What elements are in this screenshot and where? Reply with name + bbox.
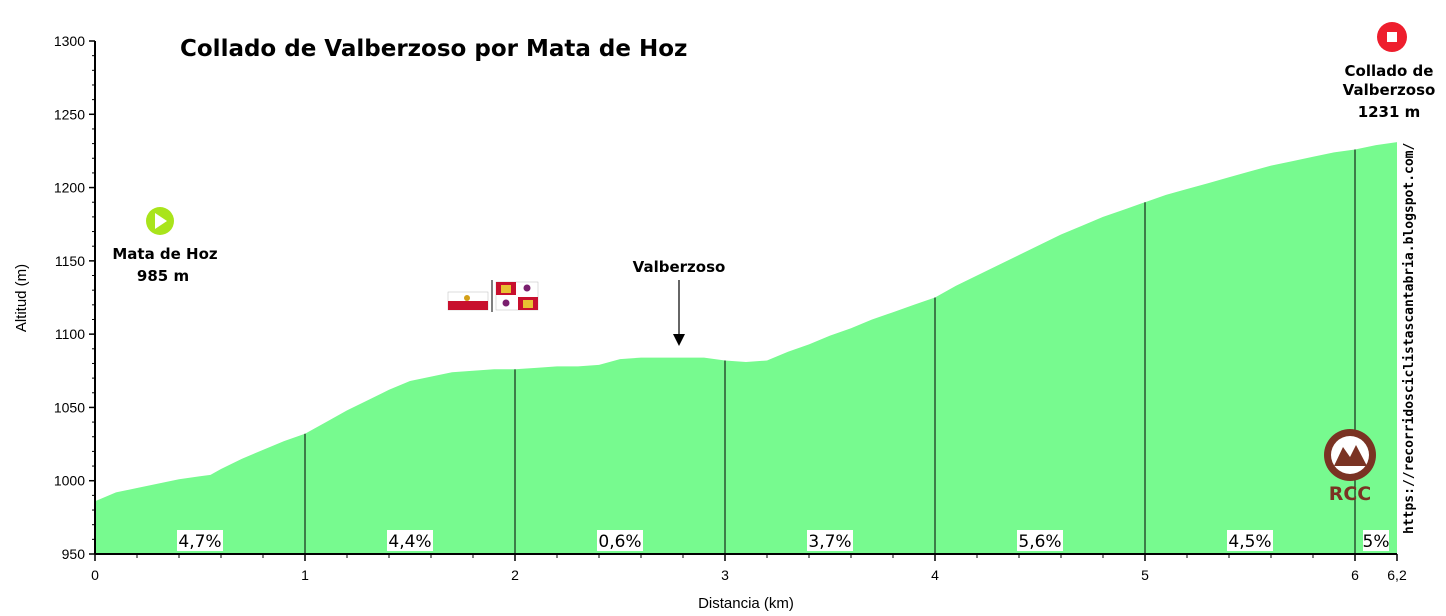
end-stop-square	[1387, 32, 1397, 42]
region-flags-icon	[447, 280, 539, 312]
gradient-label-2: 4,4%	[388, 532, 431, 552]
x-axis-title: Distancia (km)	[698, 595, 794, 612]
blog-url: https://recorridosciclistascantabria.blo…	[1402, 142, 1417, 534]
castile-lion-2	[502, 299, 510, 307]
x-tick-label-6: 6	[1351, 567, 1359, 583]
x-tick-label-2: 2	[511, 567, 519, 583]
gradient-label-bg-6	[1227, 530, 1273, 551]
plot-area: 4,7% 4,4% 0,6% 3,7% 5,6% 4,5% 5%	[95, 142, 1397, 554]
gradient-label-bg-2	[387, 530, 433, 551]
castile-castle-4	[523, 300, 533, 308]
y-tick-label-1000: 1000	[54, 473, 85, 489]
axes: 950 1000 1050 1100 1150 1200 1250 1300 0 1 2 3 4 5 6 6,…	[54, 33, 1407, 583]
elevation-area	[95, 142, 1397, 554]
y-tick-label-1200: 1200	[54, 180, 85, 196]
y-tick-label-950: 950	[62, 546, 86, 562]
gradient-label-3: 0,6%	[598, 532, 641, 552]
gradient-label-bg-5	[1017, 530, 1063, 551]
x-tick-label-5: 5	[1141, 567, 1149, 583]
gradient-label-bg-3	[597, 530, 643, 551]
gradient-label-bg-7	[1363, 530, 1389, 551]
end-name-line2: Valberzoso	[1343, 81, 1436, 99]
gradient-label-4: 3,7%	[808, 532, 851, 552]
castile-castle-1	[501, 285, 511, 293]
gradient-label-bg-4	[807, 530, 853, 551]
y-tick-label-1050: 1050	[54, 399, 85, 415]
cantabria-flag-shield	[464, 295, 470, 301]
waypoint-label: Valberzoso	[633, 258, 726, 276]
x-tick-label-7: 6,2	[1387, 567, 1407, 583]
rcc-logo-inner	[1331, 436, 1369, 474]
x-tick-label-1: 1	[301, 567, 309, 583]
gradient-label-1: 4,7%	[178, 532, 221, 552]
x-tick-label-3: 3	[721, 567, 729, 583]
rcc-logo-text: RCC	[1329, 483, 1372, 505]
waypoint-annotation: Valberzoso	[633, 258, 726, 346]
gradient-label-6: 4,5%	[1228, 532, 1271, 552]
y-tick-label-1250: 1250	[54, 106, 85, 122]
start-play-triangle	[155, 213, 167, 229]
rcc-logo-mountains	[1334, 445, 1367, 466]
y-tick-label-1300: 1300	[54, 33, 85, 49]
y-tick-label-1150: 1150	[55, 253, 85, 269]
rcc-logo-icon: RCC	[1324, 429, 1376, 505]
waypoint-arrow-head-icon	[673, 334, 685, 346]
x-tick-label-0: 0	[91, 567, 99, 583]
end-altitude: 1231 m	[1358, 103, 1421, 121]
gradient-label-bg-1	[177, 530, 223, 551]
cantabria-flag-stripe	[448, 301, 488, 310]
gradient-label-7: 5%	[1363, 532, 1390, 552]
end-name-line1: Collado de	[1345, 62, 1434, 80]
y-axis-title: Altitud (m)	[13, 264, 30, 332]
start-annotation: Mata de Hoz 985 m	[112, 207, 218, 285]
x-tick-label-4: 4	[931, 567, 939, 583]
start-altitude: 985 m	[137, 267, 189, 285]
gradient-label-5: 5,6%	[1018, 532, 1061, 552]
chart-title: Collado de Valberzoso por Mata de Hoz	[180, 36, 687, 62]
start-name: Mata de Hoz	[112, 245, 218, 263]
end-annotation: Collado de Valberzoso 1231 m	[1343, 22, 1436, 121]
y-tick-label-1100: 1100	[55, 326, 85, 342]
castile-lion-1	[523, 284, 531, 292]
